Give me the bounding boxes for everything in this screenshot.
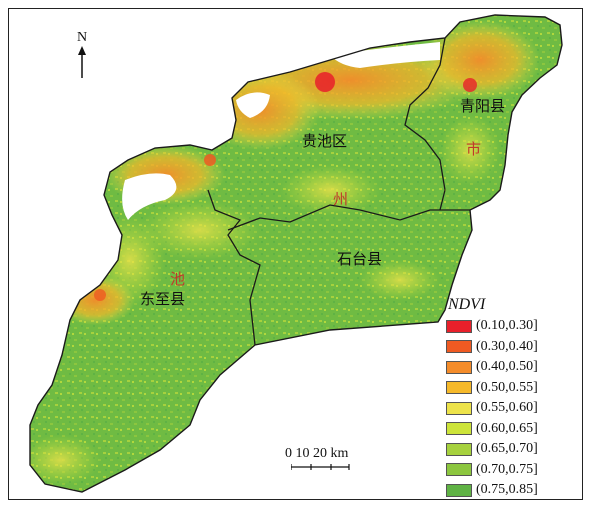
- label-guichi: 贵池区: [302, 132, 348, 150]
- legend-label: (0.75,0.85]: [476, 482, 538, 498]
- city-char-chi: 池: [170, 270, 186, 288]
- north-arrow: N: [72, 30, 92, 80]
- boundary-shitai: [227, 204, 470, 231]
- legend-swatch: [446, 401, 472, 415]
- city-char-zhou: 州: [333, 190, 349, 208]
- legend-title: NDVI: [448, 296, 486, 313]
- legend-label: (0.55,0.60]: [476, 400, 538, 416]
- legend-swatch: [446, 422, 472, 436]
- legend: NDVI (0.10,0.30] (0.30,0.40] (0.40,0.50] (0…: [446, 296, 576, 501]
- legend-items: (0.10,0.30] (0.30,0.40] (0.40,0.50] (0.50,0…: [446, 316, 576, 501]
- legend-item: (0.65,0.70]: [446, 439, 576, 460]
- legend-swatch: [446, 319, 472, 333]
- label-qingyang: 青阳县: [460, 97, 506, 115]
- legend-swatch: [446, 463, 472, 477]
- legend-item: (0.10,0.30]: [446, 316, 576, 337]
- legend-item: (0.55,0.60]: [446, 398, 576, 419]
- label-dongzhi: 东至县: [140, 290, 186, 308]
- city-char-shi: 市: [466, 140, 482, 158]
- scale-bar-line: [291, 464, 350, 470]
- arrow-up-icon: [78, 46, 86, 78]
- legend-label: (0.60,0.65]: [476, 420, 538, 436]
- legend-swatch: [446, 442, 472, 456]
- legend-swatch: [446, 381, 472, 395]
- boundary-qingyang: [404, 37, 446, 211]
- boundary-dongzhi: [207, 189, 261, 346]
- legend-item: (0.30,0.40]: [446, 337, 576, 358]
- legend-label: (0.65,0.70]: [476, 441, 538, 457]
- north-label: N: [76, 30, 88, 45]
- legend-label: (0.30,0.40]: [476, 338, 538, 354]
- legend-label: (0.50,0.55]: [476, 379, 538, 395]
- legend-label: (0.70,0.75]: [476, 461, 538, 477]
- legend-item: (0.60,0.65]: [446, 419, 576, 440]
- legend-swatch: [446, 360, 472, 374]
- legend-item: (0.70,0.75]: [446, 460, 576, 481]
- legend-item: (0.75,0.85]: [446, 480, 576, 501]
- legend-swatch: [446, 340, 472, 354]
- legend-item: (0.40,0.50]: [446, 357, 576, 378]
- scale-label: 0 10 20 km: [285, 446, 349, 461]
- legend-item: (0.50,0.55]: [446, 378, 576, 399]
- legend-swatch: [446, 483, 472, 497]
- legend-label: (0.40,0.50]: [476, 359, 538, 375]
- scale-bar: 0 10 20 km: [285, 446, 385, 470]
- legend-label: (0.10,0.30]: [476, 318, 538, 334]
- label-shitai: 石台县: [337, 250, 383, 268]
